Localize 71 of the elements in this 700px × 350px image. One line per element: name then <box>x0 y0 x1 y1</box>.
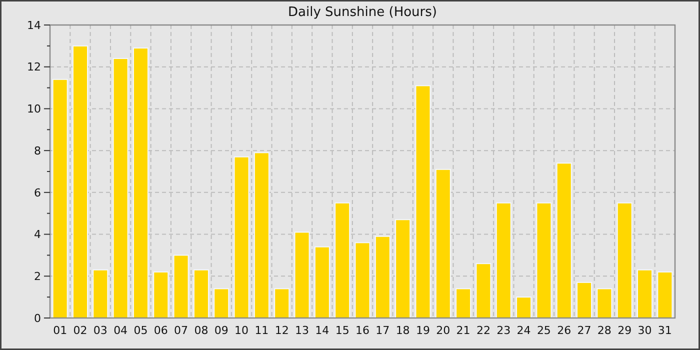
bar <box>193 269 209 318</box>
bar <box>616 202 632 318</box>
x-tick-label: 13 <box>295 324 310 337</box>
y-tick-label: 12 <box>27 60 41 74</box>
bar <box>456 288 472 318</box>
y-tick-label: 2 <box>34 270 41 283</box>
x-tick-label: 07 <box>174 324 188 337</box>
bar <box>153 271 169 318</box>
bar <box>334 202 350 318</box>
bar <box>556 162 572 318</box>
x-tick-label: 05 <box>134 324 148 337</box>
x-tick-label: 21 <box>456 324 470 337</box>
x-tick-label: 09 <box>214 324 228 337</box>
bar <box>536 202 552 318</box>
bar <box>354 242 370 318</box>
x-tick-label: 16 <box>356 324 370 337</box>
y-tick-label: 0 <box>34 312 41 325</box>
y-tick-label: 10 <box>27 102 41 116</box>
bar <box>72 45 88 318</box>
bar <box>52 78 68 318</box>
x-tick-label: 27 <box>577 324 592 337</box>
bar <box>112 58 128 318</box>
x-tick-label: 18 <box>396 324 410 337</box>
x-tick-label: 06 <box>154 324 168 337</box>
x-tick-label: 08 <box>194 324 208 337</box>
x-tick-label: 15 <box>335 324 350 337</box>
x-tick-label: 28 <box>597 324 612 337</box>
bar <box>435 168 451 318</box>
x-tick-label: 04 <box>114 324 128 337</box>
bar <box>576 282 592 318</box>
y-tick-label: 4 <box>34 228 41 242</box>
bar <box>234 156 250 318</box>
bar <box>314 246 330 318</box>
x-tick-label: 02 <box>73 324 88 337</box>
x-tick-label: 23 <box>496 324 511 337</box>
bar <box>132 48 148 318</box>
x-tick-label: 31 <box>658 324 672 337</box>
bar <box>637 269 653 318</box>
x-tick-label: 26 <box>557 324 572 337</box>
bar <box>214 288 230 318</box>
bar <box>294 232 310 318</box>
bar <box>496 202 512 318</box>
bar <box>274 288 290 318</box>
x-tick-label: 19 <box>416 324 430 337</box>
x-tick-label: 24 <box>516 324 531 337</box>
chart-title: Daily Sunshine (Hours) <box>288 5 437 20</box>
bar <box>516 296 532 318</box>
y-tick-label: 8 <box>34 144 41 158</box>
bar <box>374 236 390 318</box>
x-tick-label: 01 <box>53 324 68 337</box>
x-tick-label: 25 <box>536 324 551 337</box>
bar <box>92 269 108 318</box>
x-tick-label: 14 <box>315 324 330 337</box>
bar <box>476 263 492 318</box>
x-tick-label: 12 <box>274 324 289 337</box>
x-tick-label: 03 <box>93 324 108 337</box>
x-tick-label: 22 <box>476 324 490 337</box>
y-tick-label: 14 <box>27 18 41 32</box>
bar <box>596 288 612 318</box>
x-tick-label: 29 <box>618 324 632 337</box>
x-tick-label: 17 <box>376 324 390 337</box>
x-tick-label: 10 <box>234 324 249 337</box>
bar <box>657 271 673 318</box>
bar <box>254 152 270 318</box>
bar <box>173 254 189 318</box>
x-tick-label: 11 <box>254 324 269 337</box>
x-tick-label: 20 <box>436 324 450 337</box>
x-tick-label: 30 <box>638 324 652 337</box>
bar <box>395 219 411 318</box>
y-tick-label: 6 <box>34 186 41 200</box>
bar <box>415 85 431 318</box>
